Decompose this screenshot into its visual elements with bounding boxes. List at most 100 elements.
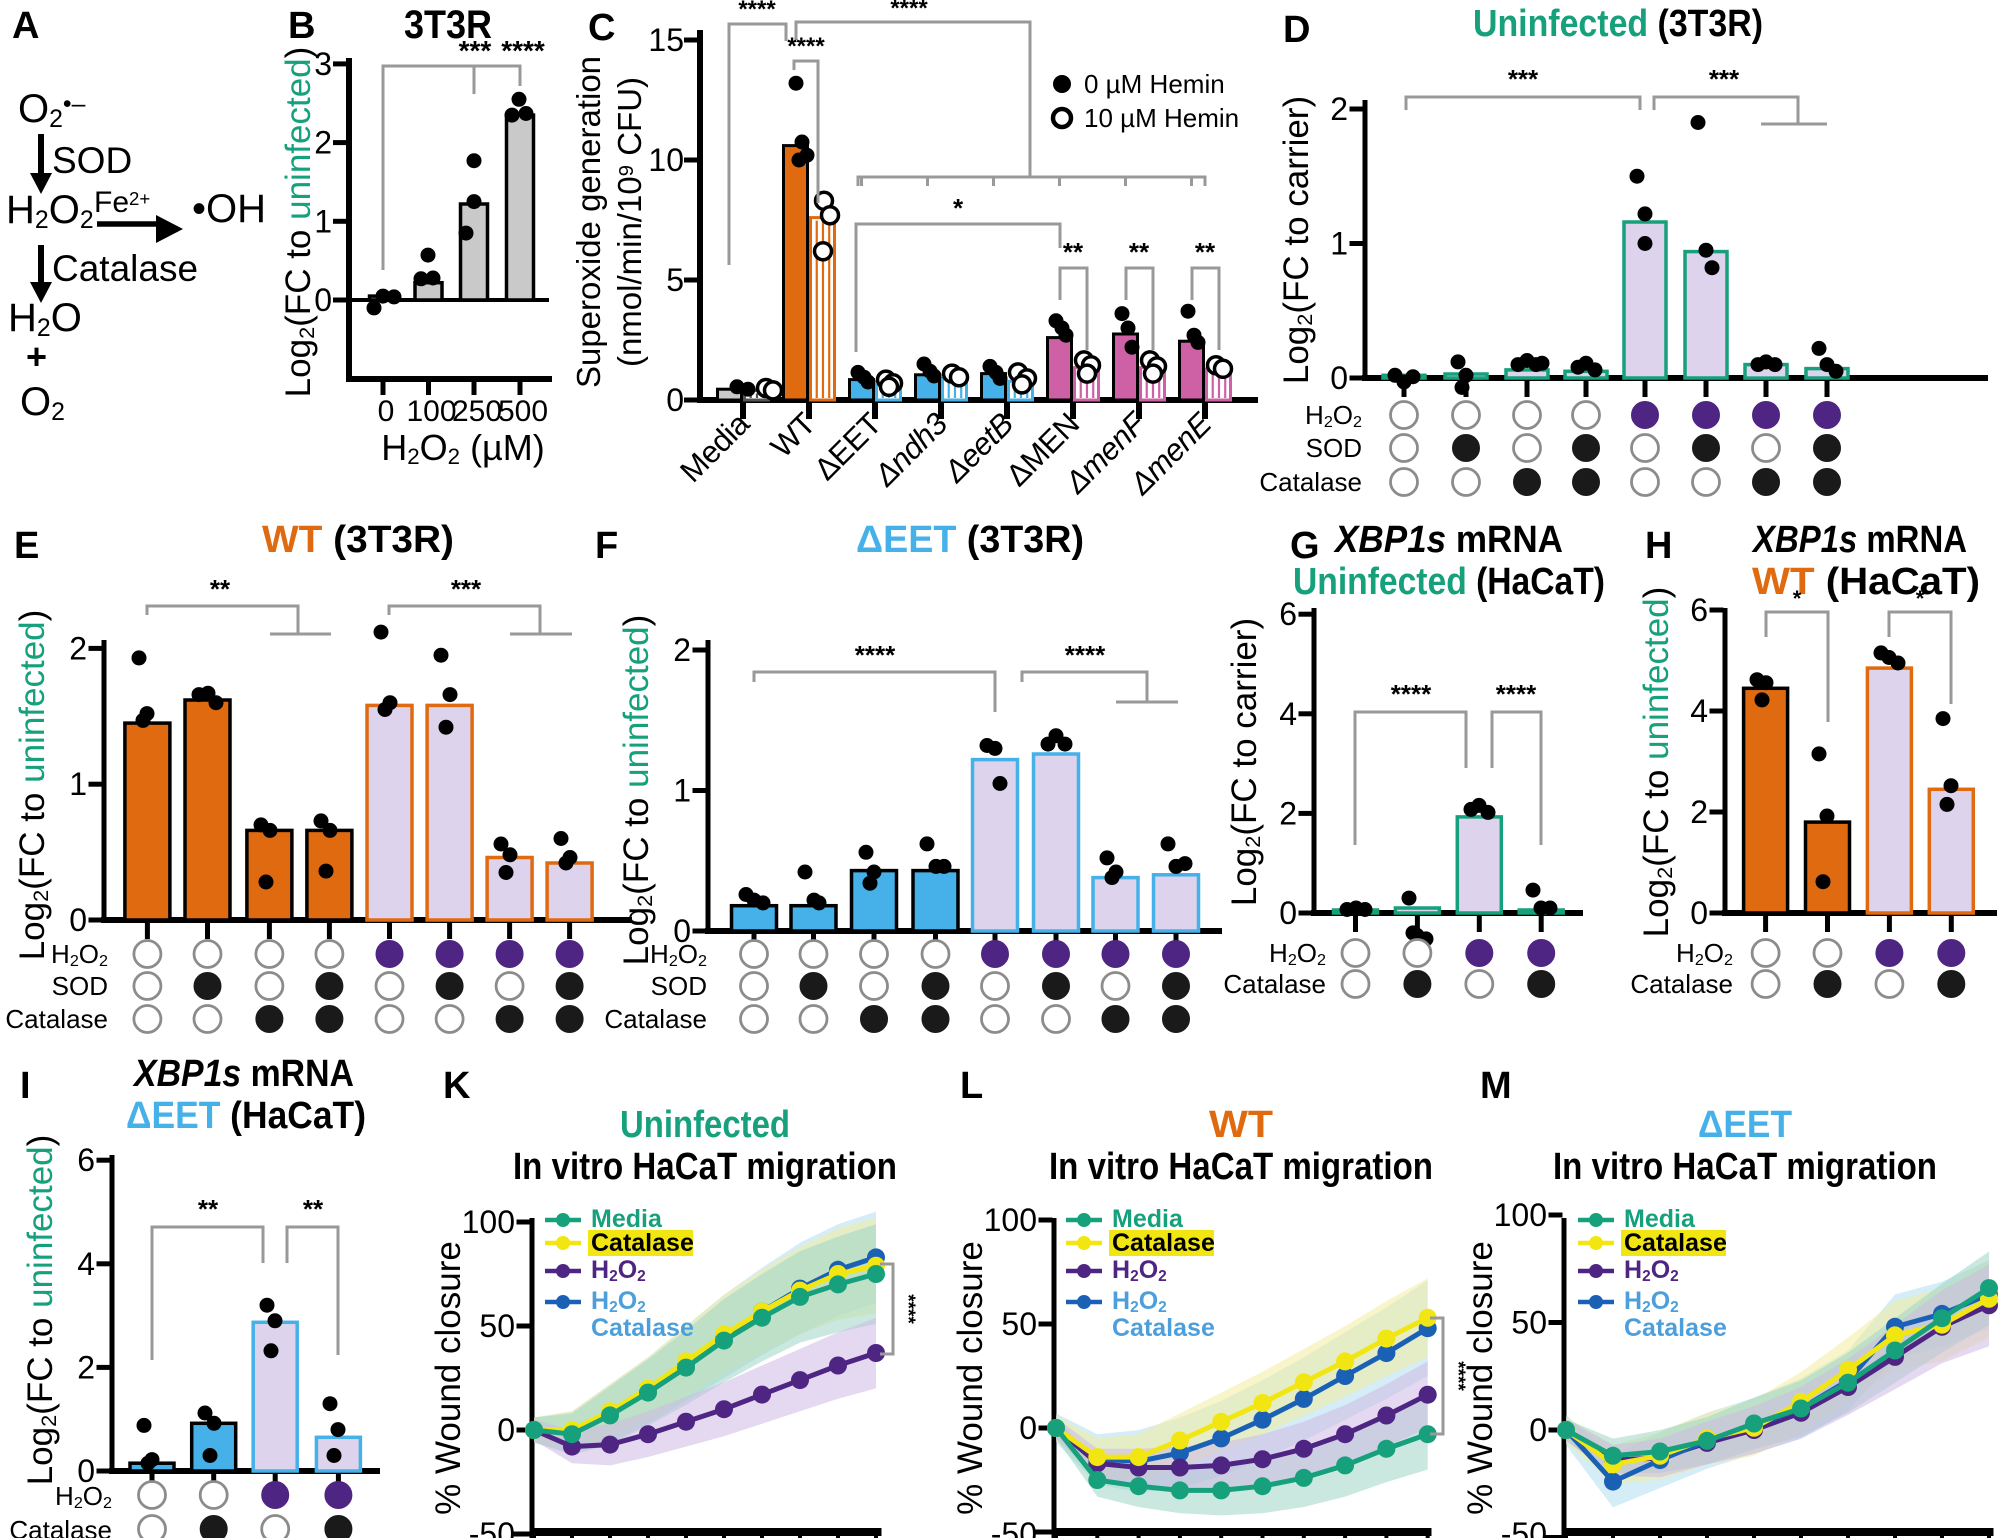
svg-text:Media: Media [1624, 1205, 1696, 1233]
svg-text:****: **** [738, 0, 776, 23]
svg-text:H2O2: H2O2 [1112, 1287, 1167, 1316]
svg-text:H: H [1645, 525, 1672, 567]
svg-text:***: *** [451, 574, 482, 604]
svg-text:100: 100 [984, 1202, 1037, 1238]
svg-text:2: 2 [673, 632, 691, 668]
svg-text:ΔEET: ΔEET [1698, 1104, 1792, 1146]
svg-text:0: 0 [378, 395, 395, 428]
svg-text:1: 1 [314, 203, 332, 239]
svg-text:0: 0 [69, 902, 87, 938]
svg-text:*: * [1793, 586, 1802, 611]
svg-text:2: 2 [314, 125, 332, 161]
svg-text:****: **** [1391, 679, 1432, 709]
svg-text:Superoxide generation: Superoxide generation [570, 56, 607, 388]
svg-text:SOD: SOD [1306, 433, 1362, 463]
svg-text:•OH: •OH [192, 187, 266, 231]
svg-text:6: 6 [1279, 596, 1297, 632]
svg-text:****: **** [1496, 679, 1537, 709]
svg-text:In vitro HaCaT migration: In vitro HaCaT migration [1049, 1146, 1433, 1188]
svg-text:**: ** [1063, 237, 1084, 267]
svg-text:H2O2: H2O2 [1269, 938, 1326, 969]
svg-text:K: K [443, 1065, 471, 1107]
svg-text:*: * [1916, 586, 1925, 611]
svg-text:3: 3 [314, 46, 332, 82]
svg-text:H2O2: H2O2 [55, 1481, 112, 1512]
svg-text:B: B [288, 5, 315, 47]
svg-text:0: 0 [1529, 1412, 1547, 1448]
svg-text:**: ** [1195, 237, 1216, 267]
svg-text:E: E [14, 525, 39, 567]
svg-text:% Wound closure: % Wound closure [951, 1241, 990, 1515]
svg-text:50: 50 [1001, 1306, 1037, 1342]
svg-text:H2O2: H2O2 [1676, 938, 1733, 969]
svg-text:1: 1 [1330, 226, 1348, 262]
svg-text:**: ** [1129, 237, 1150, 267]
svg-text:O2: O2 [20, 380, 65, 426]
svg-text:Log2(FC to uninfected): Log2(FC to uninfected) [1637, 587, 1677, 938]
svg-text:H2O2: H2O2 [1305, 400, 1362, 431]
svg-text:Media: Media [591, 1205, 663, 1233]
svg-text:***: *** [1709, 64, 1740, 94]
svg-text:50: 50 [479, 1308, 515, 1344]
svg-text:H2O2: H2O2 [591, 1256, 646, 1285]
svg-text:Catalase: Catalase [1259, 467, 1362, 497]
svg-text:5: 5 [666, 262, 684, 298]
svg-text:Catalase: Catalase [1223, 969, 1326, 999]
svg-text:50: 50 [1511, 1305, 1547, 1341]
svg-text:0: 0 [1019, 1410, 1037, 1446]
svg-text:WT (HaCaT): WT (HaCaT) [1752, 561, 1980, 603]
svg-text:0: 0 [497, 1412, 515, 1448]
svg-text:0: 0 [666, 382, 684, 418]
svg-text:4: 4 [77, 1246, 95, 1282]
svg-text:1: 1 [673, 773, 691, 809]
svg-text:10 µM Hemin: 10 µM Hemin [1084, 103, 1239, 133]
svg-text:Catalase: Catalase [1112, 1229, 1215, 1257]
svg-text:O2•–: O2•– [18, 87, 86, 133]
svg-text:H2O2: H2O2 [51, 939, 108, 970]
svg-text:Catalase: Catalase [5, 1004, 108, 1034]
svg-text:****: **** [787, 33, 825, 60]
svg-text:SOD: SOD [52, 140, 132, 181]
svg-text:100: 100 [1494, 1197, 1547, 1233]
svg-text:100: 100 [406, 395, 456, 428]
svg-text:Uninfected (HaCaT): Uninfected (HaCaT) [1293, 561, 1605, 603]
svg-text:H2O2: H2O2 [1112, 1256, 1167, 1285]
svg-text:6: 6 [1690, 592, 1708, 628]
svg-text:0: 0 [673, 913, 691, 949]
svg-text:1: 1 [69, 766, 87, 802]
svg-text:250: 250 [452, 395, 502, 428]
svg-text:XBP1s mRNA: XBP1s mRNA [132, 1053, 354, 1095]
svg-text:(nmol/min/109 CFU): (nmol/min/109 CFU) [611, 77, 648, 367]
svg-text:In vitro HaCaT migration: In vitro HaCaT migration [513, 1146, 897, 1188]
svg-text:M: M [1480, 1065, 1512, 1107]
svg-text:****: **** [890, 0, 928, 22]
svg-text:Log2(FC to uninfected): Log2(FC to uninfected) [617, 615, 657, 966]
svg-text:H2O2: H2O2 [6, 188, 94, 234]
svg-text:6: 6 [77, 1142, 95, 1178]
svg-text:***: *** [1508, 64, 1539, 94]
svg-text:2: 2 [1330, 91, 1348, 127]
svg-text:Catalase: Catalase [1624, 1314, 1727, 1342]
svg-text:Catalase: Catalase [1112, 1314, 1215, 1342]
svg-text:4: 4 [1690, 693, 1708, 729]
svg-text:Catalase: Catalase [1630, 969, 1733, 999]
svg-text:**: ** [303, 1194, 324, 1224]
svg-text:H2O2: H2O2 [1624, 1287, 1679, 1316]
svg-text:Log2(FC to carrier): Log2(FC to carrier) [1225, 618, 1265, 906]
svg-text:H2O2: H2O2 [591, 1287, 646, 1316]
svg-text:C: C [588, 7, 615, 49]
svg-text:2: 2 [1279, 795, 1297, 831]
svg-text:*: * [953, 193, 964, 223]
svg-text:****: **** [501, 35, 545, 66]
svg-text:ΔEET (HaCaT): ΔEET (HaCaT) [126, 1095, 366, 1137]
svg-text:2: 2 [69, 630, 87, 666]
svg-text:ΔEET (3T3R): ΔEET (3T3R) [856, 519, 1084, 561]
svg-text:***: *** [459, 35, 492, 66]
svg-text:Log2(FC to carrier): Log2(FC to carrier) [1277, 96, 1317, 384]
svg-text:-50: -50 [991, 1516, 1037, 1538]
svg-text:2: 2 [77, 1349, 95, 1385]
svg-text:H2O2: H2O2 [650, 939, 707, 970]
svg-text:Uninfected (3T3R): Uninfected (3T3R) [1473, 3, 1763, 45]
svg-text:****: **** [855, 640, 896, 670]
svg-text:0: 0 [1330, 360, 1348, 396]
